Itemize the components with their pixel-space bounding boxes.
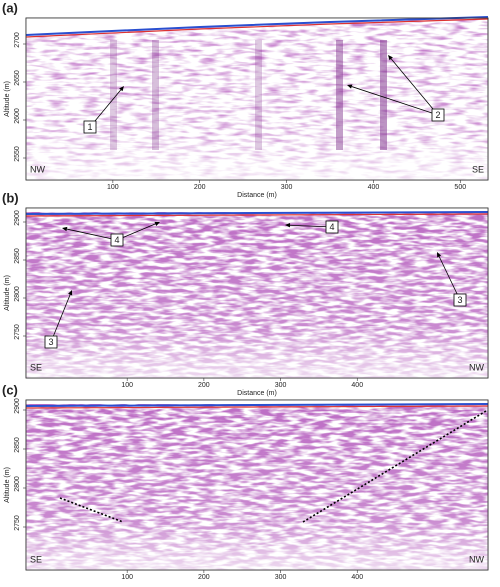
side-label: SE	[30, 362, 42, 372]
dashed-line	[59, 497, 124, 523]
x-tick-label: 400	[351, 382, 363, 389]
x-axis-title: Distance (m)	[237, 192, 277, 199]
side-label: NW	[469, 554, 484, 564]
x-tick-label: 500	[454, 184, 466, 191]
x-tick-label: 300	[275, 574, 287, 581]
callout-arrow	[438, 256, 461, 301]
frame	[25, 207, 489, 379]
arrow-head	[68, 290, 73, 296]
callout-arrow	[50, 294, 71, 343]
panel-label: (a)	[2, 0, 18, 15]
callout-arrow	[66, 228, 118, 241]
surface-white	[26, 400, 488, 404]
arrow-head	[437, 252, 442, 258]
surface-red	[25, 405, 489, 409]
y-tick-label: 2850	[14, 248, 21, 264]
y-tick-label: 2800	[14, 476, 21, 492]
arrow-head	[154, 221, 160, 226]
callout-label: 3	[457, 295, 462, 305]
side-label: NW	[30, 164, 45, 174]
callout-label: 4	[329, 222, 334, 232]
panel-label: (c)	[2, 382, 18, 397]
streak	[255, 40, 262, 150]
surface-white	[26, 17, 488, 35]
frame	[25, 17, 489, 181]
panel-label: (b)	[2, 190, 19, 205]
radargram-fade	[26, 400, 488, 570]
side-label: NW	[469, 362, 484, 372]
frame	[25, 399, 489, 571]
side-label: SE	[472, 164, 484, 174]
callout-box	[44, 335, 58, 349]
callout-box	[453, 293, 467, 307]
x-tick-label: 100	[121, 574, 133, 581]
x-tick-label: 200	[198, 574, 210, 581]
y-tick-label: 2900	[14, 210, 21, 226]
panel: (c)2900 2850 2800 2750 100 200 300 400 Altitude …	[2, 382, 489, 581]
arrow-head	[347, 84, 353, 89]
y-axis-title: Altitude (m)	[4, 81, 11, 117]
y-axis-title: Altitude (m)	[4, 275, 11, 311]
surface-blue	[25, 403, 489, 407]
callout-label: 3	[48, 337, 53, 347]
y-tick-label: 2550	[14, 146, 21, 162]
callout-box	[431, 108, 445, 122]
y-tick-label: 2600	[14, 108, 21, 124]
x-tick-label: 400	[368, 184, 380, 191]
x-tick-label: 400	[351, 574, 363, 581]
y-tick-label: 2650	[14, 70, 21, 86]
arrow-head	[285, 223, 291, 228]
surface-red	[25, 213, 489, 217]
y-tick-label: 2800	[14, 286, 21, 302]
x-tick-label: 300	[275, 382, 287, 389]
callout-label: 2	[435, 110, 440, 120]
radargram-fade	[26, 18, 488, 180]
y-tick-label: 2700	[14, 32, 21, 48]
arrow-head	[388, 55, 393, 61]
callout-arrow	[390, 58, 439, 116]
y-tick-label: 2900	[14, 398, 21, 414]
streak	[380, 40, 387, 150]
x-tick-label: 200	[194, 184, 206, 191]
callout-box	[83, 120, 97, 134]
callout-arrow	[289, 224, 333, 228]
x-tick-label: 100	[107, 184, 119, 191]
callout-label: 1	[87, 122, 92, 132]
surface-red	[25, 18, 489, 38]
x-tick-label: 100	[121, 382, 133, 389]
streak	[110, 40, 117, 150]
callout-arrow	[351, 86, 439, 116]
surface-blue	[25, 16, 489, 36]
streak	[152, 40, 159, 150]
x-tick-label: 200	[198, 382, 210, 389]
streak	[336, 40, 343, 150]
arrow-head	[119, 86, 124, 92]
y-tick-label: 2850	[14, 437, 21, 453]
y-tick-label: 2750	[14, 324, 21, 340]
y-axis-title: Altitude (m)	[4, 467, 11, 503]
radargram-fade	[26, 208, 488, 378]
callout-box	[110, 233, 124, 247]
surface-blue	[25, 211, 489, 215]
surface-white	[26, 208, 488, 212]
y-tick-label: 2750	[14, 515, 21, 531]
x-axis-title: Distance (m)	[237, 390, 277, 397]
callout-box	[325, 220, 339, 234]
arrow-head	[62, 226, 68, 232]
callout-label: 4	[114, 235, 119, 245]
panel: (a) 2700 2650 2600 2550 100 200 300 400 500 Altitu…	[2, 0, 489, 199]
x-tick-label: 300	[281, 184, 293, 191]
panel: (b) 2900 2850 2800 2750 100 200 300 400 Altitude …	[2, 190, 489, 397]
side-label: SE	[30, 554, 42, 564]
